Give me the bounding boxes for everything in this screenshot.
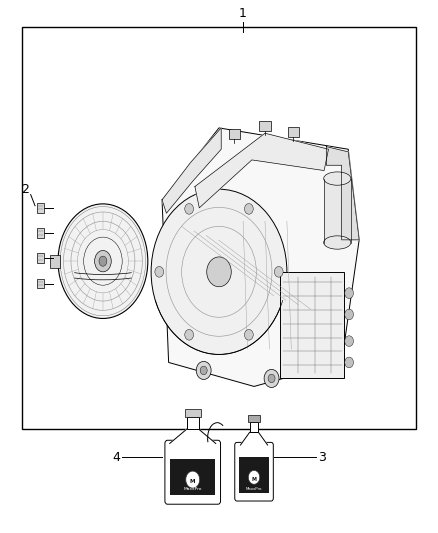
Polygon shape [326, 147, 359, 240]
Ellipse shape [58, 204, 148, 319]
FancyBboxPatch shape [280, 272, 344, 378]
Ellipse shape [324, 236, 351, 249]
Circle shape [244, 204, 253, 214]
Circle shape [207, 257, 231, 287]
Circle shape [200, 366, 207, 375]
Text: M: M [190, 479, 195, 484]
Circle shape [345, 288, 353, 298]
Circle shape [264, 369, 279, 387]
Text: 3: 3 [318, 451, 326, 464]
Ellipse shape [99, 256, 107, 266]
Circle shape [185, 329, 194, 340]
FancyBboxPatch shape [165, 440, 221, 504]
Polygon shape [170, 429, 215, 443]
Bar [259, 121, 271, 131]
Polygon shape [240, 432, 268, 445]
Ellipse shape [95, 251, 111, 272]
Bar [324, 179, 351, 243]
Bar [50, 255, 60, 268]
Circle shape [186, 471, 200, 488]
Bar [288, 127, 299, 137]
Text: 2: 2 [21, 183, 29, 196]
Circle shape [196, 361, 211, 379]
Text: MaxxPro: MaxxPro [184, 487, 202, 491]
Bar [170, 459, 215, 495]
Circle shape [151, 189, 287, 354]
Circle shape [185, 204, 194, 214]
Polygon shape [195, 133, 328, 208]
Bar [250, 422, 258, 432]
Polygon shape [162, 128, 359, 386]
Text: 4: 4 [112, 451, 120, 464]
Bar [22, 27, 416, 429]
Bar [185, 409, 201, 417]
Polygon shape [162, 128, 221, 213]
Text: 1: 1 [239, 7, 247, 20]
Circle shape [345, 357, 353, 368]
Circle shape [155, 266, 164, 277]
Bar [239, 457, 269, 493]
Bar [229, 129, 240, 139]
Circle shape [345, 336, 353, 346]
Bar [248, 415, 260, 422]
Text: M: M [251, 477, 257, 482]
Text: MaxxPro: MaxxPro [246, 487, 262, 491]
Bar [37, 228, 44, 238]
Circle shape [345, 309, 353, 320]
FancyBboxPatch shape [235, 442, 273, 501]
Bar [187, 417, 199, 429]
Circle shape [248, 471, 260, 484]
Bar [37, 203, 44, 213]
Circle shape [268, 374, 275, 383]
Bar [37, 279, 44, 288]
Circle shape [274, 266, 283, 277]
Circle shape [244, 329, 253, 340]
Bar [37, 253, 44, 263]
Ellipse shape [324, 172, 351, 185]
